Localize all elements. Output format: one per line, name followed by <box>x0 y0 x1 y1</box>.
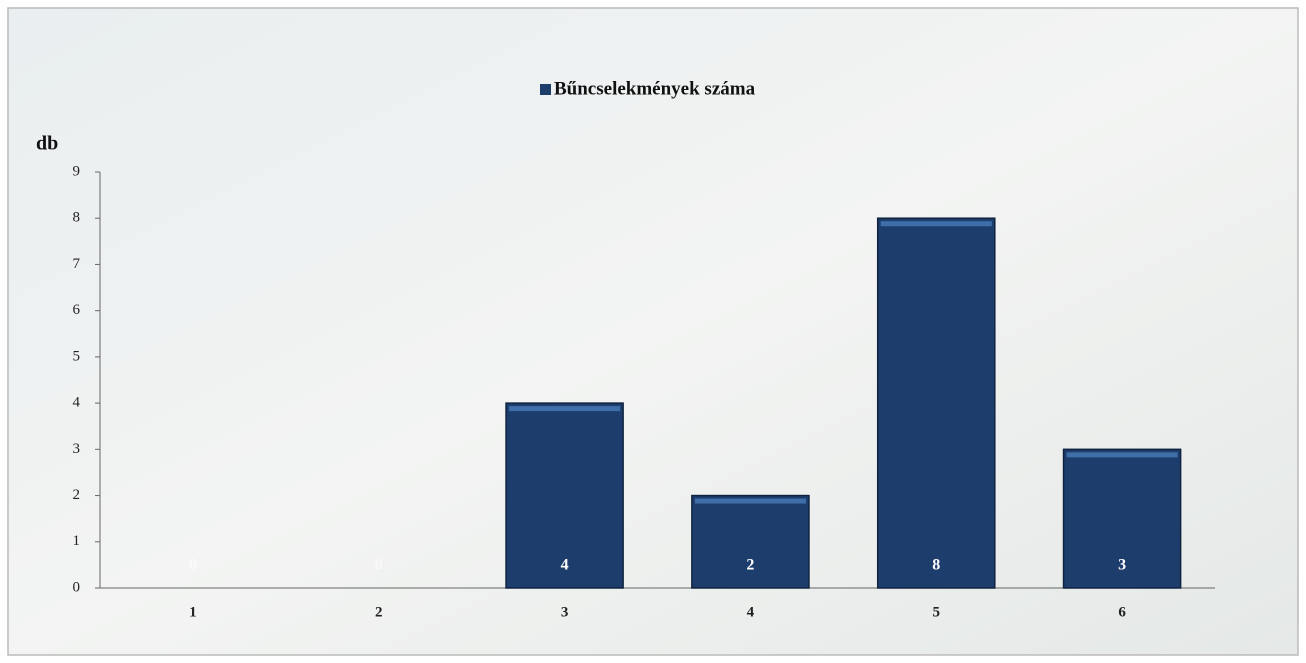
bar <box>505 402 624 589</box>
bar-highlight <box>1066 452 1178 458</box>
y-tick-label: 5 <box>73 348 81 364</box>
x-tick-label: 1 <box>189 604 197 620</box>
y-tick-label: 8 <box>73 210 81 226</box>
y-tick-label: 2 <box>73 487 81 503</box>
data-label: 2 <box>746 557 754 574</box>
x-tick-label: 5 <box>933 604 941 620</box>
x-tick-label: 4 <box>747 604 755 620</box>
data-label: 3 <box>1118 557 1126 574</box>
y-tick-label: 1 <box>73 533 81 549</box>
x-tick-label: 6 <box>1118 604 1126 620</box>
bar <box>691 494 810 589</box>
bar-highlight <box>509 406 621 412</box>
bar-highlight <box>880 221 992 227</box>
y-tick-label: 6 <box>73 302 81 318</box>
legend-label: Bűncselekmények száma <box>554 78 756 99</box>
bar <box>876 217 996 589</box>
y-tick-label: 3 <box>73 441 81 457</box>
legend-swatch <box>540 84 551 95</box>
y-tick-label: 0 <box>73 579 81 595</box>
y-axis-label: db <box>36 133 58 155</box>
y-tick-label: 9 <box>73 163 81 179</box>
y-tick-label: 7 <box>73 256 81 272</box>
bar <box>1062 448 1182 589</box>
data-label: 4 <box>561 557 569 574</box>
bar-highlight <box>694 498 806 504</box>
x-tick-label: 3 <box>561 604 569 620</box>
data-label: 8 <box>932 557 940 574</box>
data-label: 0 <box>375 557 383 574</box>
x-tick-label: 2 <box>375 604 383 620</box>
y-tick-label: 4 <box>73 395 81 411</box>
data-label: 0 <box>189 557 197 574</box>
